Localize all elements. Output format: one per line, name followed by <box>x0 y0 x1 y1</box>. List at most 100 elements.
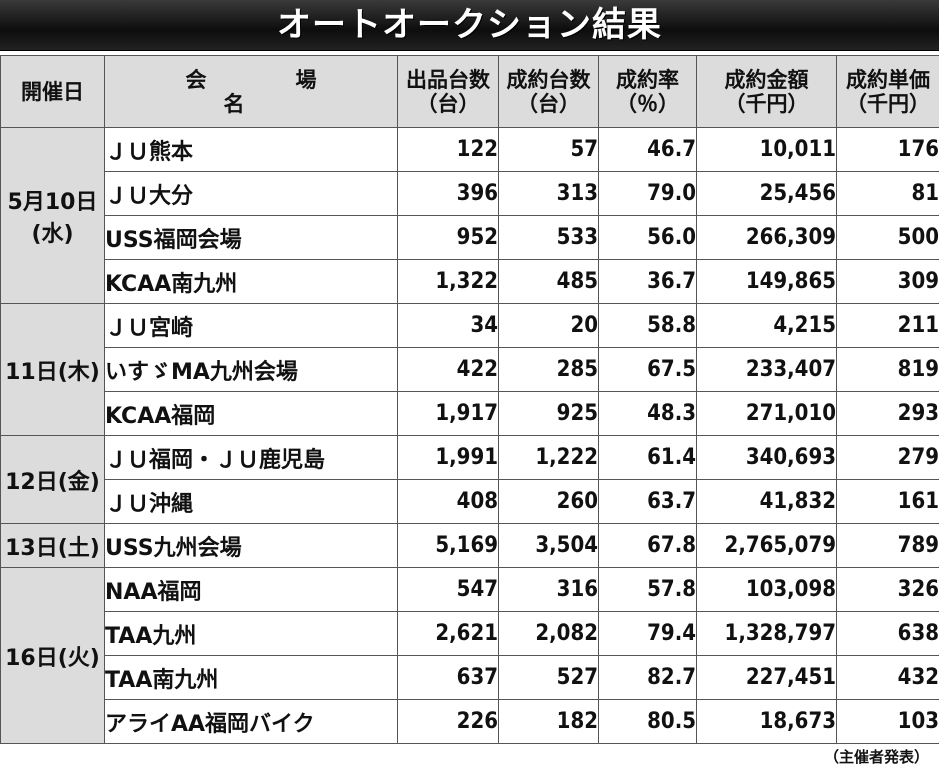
page-title: オートオークション結果 <box>277 5 662 45</box>
unit-cell: 81 <box>836 171 939 216</box>
venue-cell: NAA福岡 <box>104 567 398 612</box>
amount-cell: 25,456 <box>696 171 837 216</box>
table-row: TAA九州 2,621 2,082 79.4 1,328,797 638 <box>1 611 939 656</box>
amount-cell: 1,328,797 <box>696 611 837 656</box>
results-body: 5月10日(水) ＪＵ熊本 122 57 46.7 10,011 176 ＪＵ大分 396 313… <box>0 127 939 744</box>
listed-cell: 396 <box>397 171 499 216</box>
rate-cell: 63.7 <box>598 479 697 524</box>
listed-cell: 1,917 <box>397 391 499 436</box>
listed-cell: 408 <box>397 479 499 524</box>
sold-cell: 1,222 <box>498 435 599 480</box>
venue-cell: TAA九州 <box>104 611 398 656</box>
venue-cell: USS九州会場 <box>104 523 398 568</box>
rate-cell: 79.0 <box>598 171 697 216</box>
listed-cell: 2,621 <box>397 611 499 656</box>
venue-cell: ＪＵ大分 <box>104 171 398 216</box>
unit-cell: 279 <box>836 435 939 480</box>
unit-cell: 432 <box>836 655 939 700</box>
source-note: （主催者発表） <box>823 748 929 766</box>
rate-cell: 67.5 <box>598 347 697 392</box>
rate-cell: 57.8 <box>598 567 697 612</box>
sold-cell: 285 <box>498 347 599 392</box>
rate-cell: 82.7 <box>598 655 697 700</box>
sold-cell: 533 <box>498 215 599 260</box>
amount-cell: 340,693 <box>696 435 837 480</box>
amount-cell: 2,765,079 <box>696 523 837 568</box>
venue-cell: TAA南九州 <box>104 655 398 700</box>
venue-cell: ＪＵ福岡・ＪＵ鹿児島 <box>104 435 398 480</box>
header-date: 開催日 <box>0 55 105 128</box>
rate-cell: 48.3 <box>598 391 697 436</box>
listed-cell: 34 <box>397 303 499 348</box>
listed-cell: 122 <box>397 127 499 172</box>
table-row: 5月10日(水) ＪＵ熊本 122 57 46.7 10,011 176 <box>0 127 939 304</box>
amount-cell: 18,673 <box>696 699 837 744</box>
sold-cell: 485 <box>498 259 599 304</box>
venue-cell: USS福岡会場 <box>104 215 398 260</box>
listed-cell: 5,169 <box>397 523 499 568</box>
table-row: 13日(土) USS九州会場 5,169 3,504 67.8 2,765,079 789 <box>0 523 939 568</box>
header-row: 開催日 会 場 名 出品台数 （台） 成約台数 （台） 成約率 （％） 成約金額 （千円… <box>0 55 939 128</box>
venue-cell: いすゞMA九州会場 <box>104 347 398 392</box>
rate-cell: 80.5 <box>598 699 697 744</box>
table-row: KCAA南九州 1,322 485 36.7 149,865 309 <box>1 259 939 304</box>
unit-cell: 326 <box>836 567 939 612</box>
unit-cell: 211 <box>836 303 939 348</box>
unit-cell: 638 <box>836 611 939 656</box>
sold-cell: 260 <box>498 479 599 524</box>
rate-cell: 56.0 <box>598 215 697 260</box>
sold-cell: 3,504 <box>498 523 599 568</box>
listed-cell: 547 <box>397 567 499 612</box>
unit-cell: 103 <box>836 699 939 744</box>
date-cell: 11日(木) <box>0 303 105 436</box>
sold-cell: 182 <box>498 699 599 744</box>
auction-results-table: 開催日 会 場 名 出品台数 （台） 成約台数 （台） 成約率 （％） 成約金額 （千円… <box>0 55 939 744</box>
header-venue: 会 場 名 <box>104 55 398 128</box>
venue-cell: ＪＵ沖縄 <box>104 479 398 524</box>
amount-cell: 233,407 <box>696 347 837 392</box>
sold-cell: 57 <box>498 127 599 172</box>
rate-cell: 46.7 <box>598 127 697 172</box>
title-bar: オートオークション結果 <box>0 0 939 51</box>
listed-cell: 422 <box>397 347 499 392</box>
sold-cell: 20 <box>498 303 599 348</box>
amount-cell: 41,832 <box>696 479 837 524</box>
amount-cell: 10,011 <box>696 127 837 172</box>
table-row: TAA南九州 637 527 82.7 227,451 432 <box>1 655 939 700</box>
venue-cell: ＪＵ宮崎 <box>104 303 398 348</box>
amount-cell: 103,098 <box>696 567 837 612</box>
venue-cell: ＪＵ熊本 <box>104 127 398 172</box>
amount-cell: 227,451 <box>696 655 837 700</box>
listed-cell: 226 <box>397 699 499 744</box>
table-row: ＪＵ大分 396 313 79.0 25,456 81 <box>1 171 939 216</box>
venue-cell: アライAA福岡バイク <box>104 699 398 744</box>
rate-cell: 36.7 <box>598 259 697 304</box>
rate-cell: 67.8 <box>598 523 697 568</box>
date-cell: 12日(金) <box>0 435 105 524</box>
amount-cell: 266,309 <box>696 215 837 260</box>
header-amount: 成約金額 （千円） <box>696 55 837 128</box>
rate-cell: 79.4 <box>598 611 697 656</box>
sold-cell: 313 <box>498 171 599 216</box>
table-row: アライAA福岡バイク 226 182 80.5 18,673 103 <box>1 699 939 744</box>
amount-cell: 271,010 <box>696 391 837 436</box>
venue-cell: KCAA福岡 <box>104 391 398 436</box>
table-row: USS福岡会場 952 533 56.0 266,309 500 <box>1 215 939 260</box>
header-sold: 成約台数 （台） <box>498 55 599 128</box>
sold-cell: 316 <box>498 567 599 612</box>
sold-cell: 925 <box>498 391 599 436</box>
header-listed: 出品台数 （台） <box>397 55 499 128</box>
table-row: ＪＵ沖縄 408 260 63.7 41,832 161 <box>1 479 939 524</box>
table-row: 16日(火) NAA福岡 547 316 57.8 103,098 326 <box>0 567 939 744</box>
venue-cell: KCAA南九州 <box>104 259 398 304</box>
unit-cell: 176 <box>836 127 939 172</box>
table-row: KCAA福岡 1,917 925 48.3 271,010 293 <box>1 391 939 436</box>
unit-cell: 309 <box>836 259 939 304</box>
listed-cell: 952 <box>397 215 499 260</box>
rate-cell: 61.4 <box>598 435 697 480</box>
listed-cell: 1,322 <box>397 259 499 304</box>
unit-cell: 500 <box>836 215 939 260</box>
table-row: 12日(金) ＪＵ福岡・ＪＵ鹿児島 1,991 1,222 61.4 340,693 279 <box>0 435 939 524</box>
amount-cell: 149,865 <box>696 259 837 304</box>
date-cell: 16日(火) <box>0 567 105 744</box>
